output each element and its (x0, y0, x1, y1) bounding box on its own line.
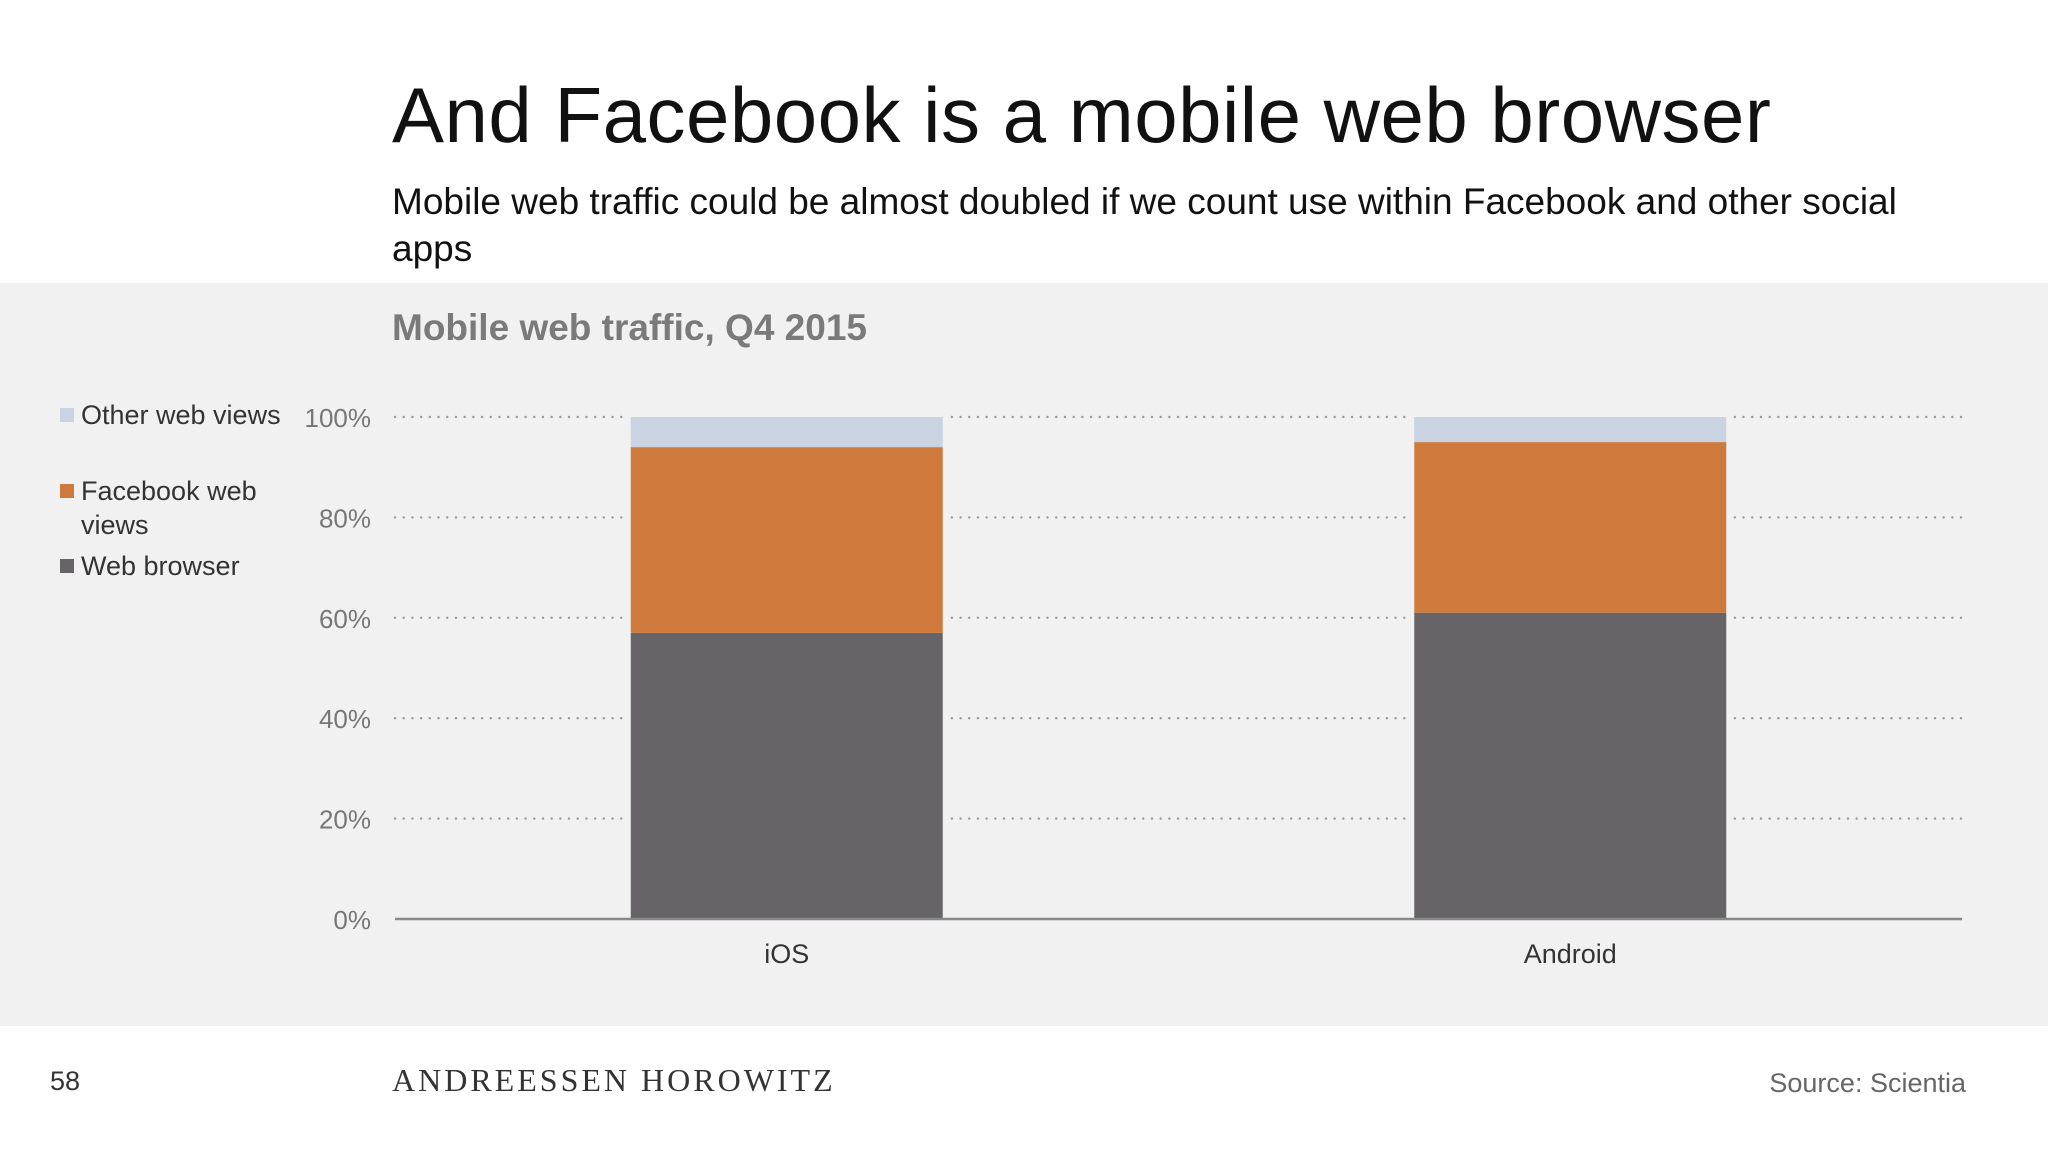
y-tick-label: 40% (319, 704, 371, 734)
slide-title: And Facebook is a mobile web browser (392, 71, 1772, 159)
legend-label: Other web views (81, 400, 281, 430)
x-tick-label: iOS (764, 939, 809, 969)
y-tick-label: 0% (333, 905, 371, 935)
brand-logo-text: ANDREESSEN HOROWITZ (392, 1062, 836, 1098)
legend-swatch-web-browser (60, 559, 74, 573)
y-tick-label: 80% (319, 503, 371, 533)
x-tick-label: Android (1524, 939, 1617, 969)
footer: 58 ANDREESSEN HOROWITZ Source: Scientia (0, 1026, 2048, 1152)
legend-label: Facebook web views (81, 476, 257, 540)
page-number: 58 (50, 1066, 81, 1096)
axes: 0% 20% 40% 60% 80% 100% iOS Android (305, 403, 1962, 969)
bar-ios-facebook-web-views (630, 447, 943, 633)
bar-android-other-web-views (1414, 417, 1727, 443)
legend-swatch-other-web-views (60, 408, 74, 422)
chart-title: Mobile web traffic, Q4 2015 (392, 307, 867, 348)
bar-android-facebook-web-views (1414, 442, 1727, 613)
y-tick-label: 100% (305, 403, 372, 433)
bar-ios-other-web-views (630, 417, 943, 448)
legend-item-facebook-web-views: Facebook web views (60, 474, 305, 542)
bar-stacks (624, 415, 1733, 919)
legend-item-web-browser: Web browser (60, 549, 305, 583)
y-tick-label: 20% (319, 805, 371, 835)
slide-subtitle: Mobile web traffic could be almost doubl… (392, 181, 1897, 269)
chart-panel: 0% 20% 40% 60% 80% 100% iOS Android Mobile web … (0, 283, 2048, 1026)
legend-swatch-facebook-web-views (60, 484, 74, 498)
chart-canvas: 0% 20% 40% 60% 80% 100% iOS Android (305, 403, 1964, 969)
legend-label: Web browser (81, 551, 240, 581)
bar-android-web-browser (1414, 612, 1727, 919)
y-tick-label: 60% (319, 604, 371, 634)
bar-ios-web-browser (630, 632, 943, 919)
source-note: Source: Scientia (1769, 1068, 1966, 1098)
legend-item-other-web-views: Other web views (60, 398, 305, 432)
